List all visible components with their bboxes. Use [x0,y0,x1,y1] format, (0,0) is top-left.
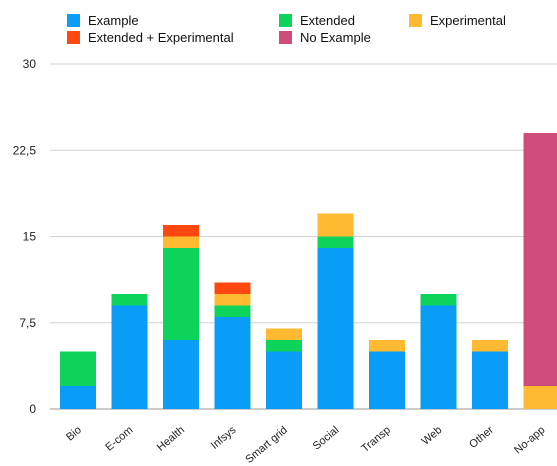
bar-other-experimental [472,340,508,352]
bar-infsys-extended [215,306,251,318]
bar-health-extended [163,248,199,340]
bar-no-app-experimental [524,386,557,409]
bar-smart-grid-extended [266,340,302,352]
x-tick-label: Health [155,424,187,454]
bar-e-com-example [112,306,148,410]
x-tick-label: Transp [359,424,393,455]
x-axis-tick-labels: Bio E-com Health Infsys Smart grid Social Tran… [64,424,547,466]
bar-health-example [163,340,199,409]
bar-health-experimental [163,237,199,249]
bar-other-example [472,352,508,410]
bar-infsys-example [215,317,251,409]
bar-infsys-extended-experimental [215,283,251,295]
y-tick-label: 0 [29,402,36,416]
y-tick-label: 30 [23,57,37,71]
bar-social-extended [318,237,354,249]
x-tick-label: Web [420,424,445,448]
x-tick-label: Smart grid [243,424,290,466]
y-tick-label: 22,5 [13,143,37,157]
bar-social-experimental [318,214,354,237]
bar-e-com-extended [112,294,148,306]
x-tick-label: Social [311,424,342,452]
x-tick-label: E-com [103,424,135,454]
bar-transp-example [369,352,405,410]
bar-smart-grid-example [266,352,302,410]
y-tick-label: 7,5 [19,316,36,330]
bar-health-extended-experimental [163,225,199,237]
x-tick-label: Bio [64,424,84,443]
bar-no-app-no-example [524,133,557,386]
bar-infsys-experimental [215,294,251,306]
bar-smart-grid-experimental [266,329,302,341]
bar-bio-example [60,386,96,409]
bar-transp-experimental [369,340,405,352]
y-tick-label: 15 [23,230,37,244]
x-tick-label: Infsys [209,424,239,452]
bar-bio-extended [60,352,96,387]
bar-web-extended [421,294,457,306]
bar-social-example [318,248,354,409]
x-tick-label: Other [467,424,496,451]
bars [60,133,557,409]
bar-web-example [421,306,457,410]
y-axis-tick-labels: 0 7,5 15 22,5 30 [13,57,37,416]
x-tick-label: No-app [512,424,547,456]
